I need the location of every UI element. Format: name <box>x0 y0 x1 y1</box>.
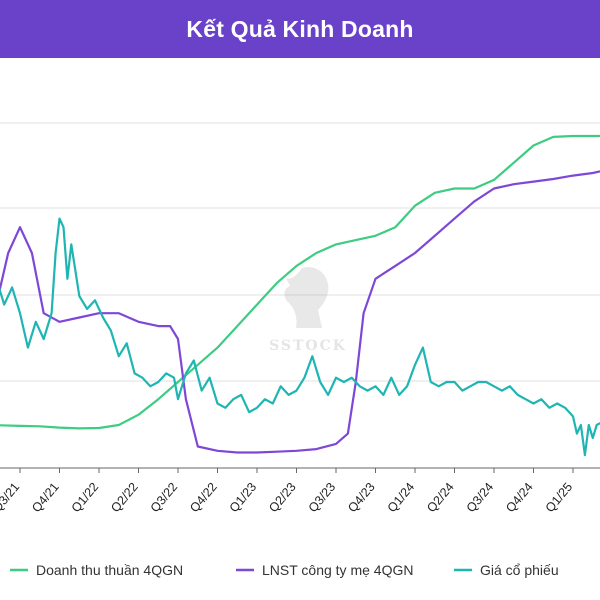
x-tick-label: Q3/24 <box>464 480 497 515</box>
watermark-text: SSTOCK <box>269 338 347 354</box>
revenue-line <box>0 134 600 430</box>
x-tick-label: Q3/23 <box>306 480 339 515</box>
header-bar: Kết Quả Kinh Doanh <box>0 0 600 58</box>
series-lines <box>0 134 600 457</box>
legend-label: Doanh thu thuần 4QGN <box>36 562 183 578</box>
x-tick-label: Q3/22 <box>148 480 181 515</box>
legend-item[interactable]: Doanh thu thuần 4QGN <box>10 562 183 578</box>
x-tick-label: Q1/24 <box>385 480 418 515</box>
gridlines <box>0 122 600 382</box>
price-line <box>0 217 600 457</box>
x-tick-label: Q3/21 <box>0 480 22 515</box>
legend-item[interactable]: LNST công ty mẹ 4QGN <box>236 562 413 578</box>
x-tick-label: Q1/22 <box>69 480 102 515</box>
x-tick-label: Q2/23 <box>266 480 299 515</box>
x-tick-label: Q2/24 <box>424 480 457 515</box>
x-tick-label: Q4/23 <box>345 480 378 515</box>
watermark: SSTOCK <box>269 266 347 354</box>
legend-label: LNST công ty mẹ 4QGN <box>262 562 413 578</box>
x-tick-label: Q1/25 <box>543 480 576 515</box>
chart-area: SSTOCK Q3/21 Q4/21 Q1/22 Q2/22 Q3/22 Q4/22 Q1/… <box>0 122 600 578</box>
x-tick-label: Q4/24 <box>503 480 536 515</box>
chart-title: Kết Quả Kinh Doanh <box>186 15 414 42</box>
x-axis: Q3/21 Q4/21 Q1/22 Q2/22 Q3/22 Q4/22 Q1/23 Q2/23… <box>0 468 575 515</box>
x-tick-label: Q4/22 <box>187 480 220 515</box>
x-tick-label: Q2/22 <box>108 480 141 515</box>
x-tick-label: Q1/23 <box>227 480 260 515</box>
profit-line <box>0 170 600 454</box>
legend-label: Giá cổ phiếu <box>480 562 559 578</box>
legend-item[interactable]: Giá cổ phiếu <box>454 562 559 578</box>
horse-logo-icon <box>284 266 329 328</box>
legend: Doanh thu thuần 4QGN LNST công ty mẹ 4QGN… <box>10 562 559 578</box>
x-tick-label: Q4/21 <box>29 480 62 515</box>
